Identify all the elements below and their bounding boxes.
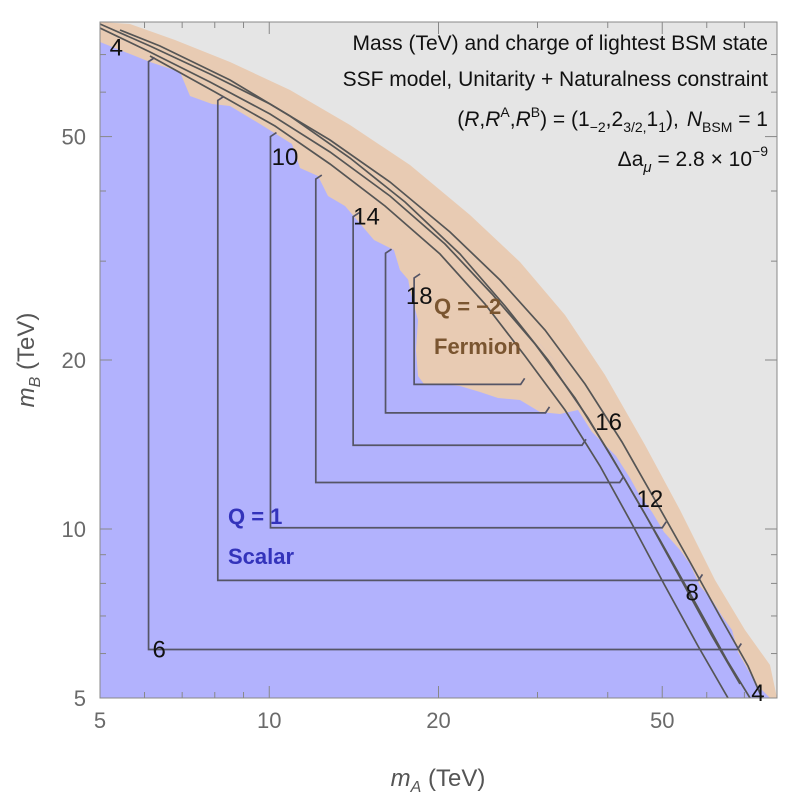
y-tick-label: 10: [62, 517, 86, 542]
boundary-curve-3: [149, 55, 729, 698]
y-tick-label: 20: [62, 348, 86, 373]
fermion-charge-label: Q = −2: [434, 294, 501, 319]
scalar-charge-label: Q = 1: [228, 504, 282, 529]
contour-line-16: [384, 248, 551, 414]
scalar-type-label: Scalar: [228, 544, 294, 569]
contour-value-label: 12: [637, 486, 664, 513]
annotation-title: Mass (TeV) and charge of lightest BSM st…: [352, 32, 768, 55]
contour-value-label: 18: [406, 283, 433, 310]
contour-value-label: 8: [686, 580, 699, 607]
annotation-representations: (R,RA,RB) = (1−2,23/2,11), NBSM = 1: [457, 104, 768, 135]
x-tick-label: 20: [426, 708, 450, 733]
annotation-delta-a-mu: Δaμ = 2.8 × 10−9: [618, 143, 769, 176]
fermion-pocket-2: [402, 244, 578, 414]
boundary-contours: [100, 23, 763, 698]
contour-labels: 4 10 14 18 16 12 8 6 4: [110, 35, 765, 707]
contour-value-label: 10: [272, 144, 299, 171]
contour-value-label: 14: [353, 204, 380, 231]
contour-value-label: 16: [595, 409, 622, 436]
x-tick-label: 50: [650, 708, 674, 733]
annotation-model: SSF model, Unitarity + Naturalness const…: [343, 68, 769, 91]
y-tick-label: 5: [74, 686, 86, 711]
axis-ticks: [99, 21, 778, 699]
y-axis-title: mB (TeV): [13, 313, 44, 408]
y-tick-label: 50: [62, 125, 86, 150]
fermion-type-label: Fermion: [434, 334, 521, 359]
x-tick-label: 10: [257, 708, 281, 733]
contour-line-14: [352, 211, 587, 447]
contour-value-label: 6: [153, 637, 166, 664]
contour-value-label: 4: [751, 680, 764, 707]
x-axis-title: mA (TeV): [391, 765, 486, 796]
boundary-curve-1: [100, 23, 763, 698]
x-tick-label: 5: [94, 708, 106, 733]
boundary-curve-4: [119, 29, 751, 698]
contour-value-label: 4: [110, 35, 123, 62]
axis-tick-labels: 5 10 20 50 5 10 20 50: [62, 125, 675, 733]
